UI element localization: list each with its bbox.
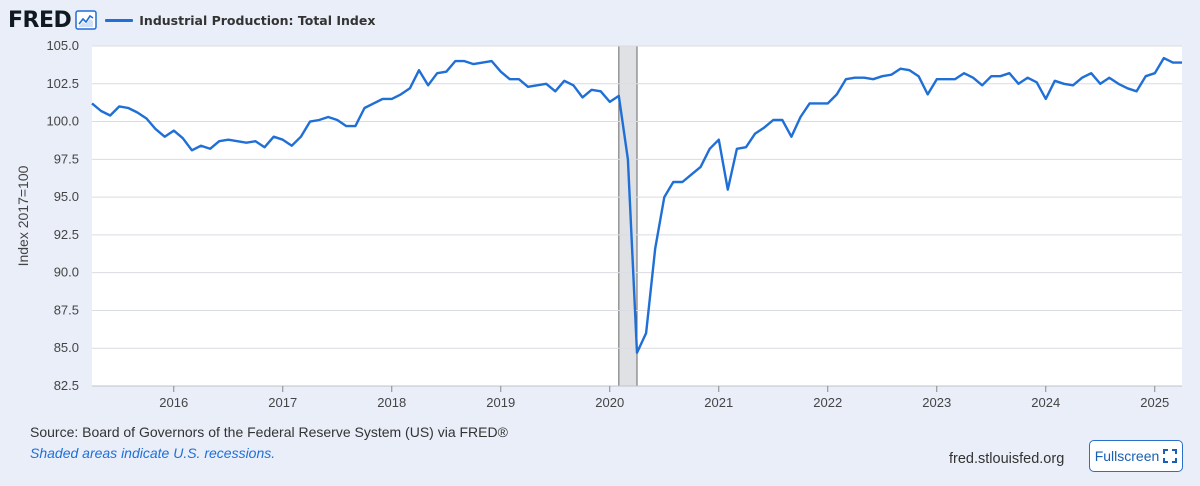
- x-tick-label: 2022: [813, 395, 842, 410]
- series-layer: [91, 56, 1182, 354]
- gridlines: [92, 45, 1182, 387]
- legend-label: Industrial Production: Total Index: [139, 12, 376, 28]
- x-tick-label: 2024: [1031, 395, 1060, 410]
- legend-swatch: [105, 18, 134, 22]
- x-tick-label: 2019: [486, 395, 515, 410]
- x-tick-label: 2025: [1140, 395, 1169, 410]
- x-tick-label: 2021: [704, 395, 733, 410]
- y-tick-label: 90.0: [54, 265, 79, 280]
- site-url[interactable]: fred.stlouisfed.org: [949, 451, 1065, 467]
- y-tick-label: 87.5: [54, 302, 79, 317]
- y-tick-label: 92.5: [54, 227, 79, 242]
- line-chart-icon: [75, 10, 98, 30]
- header: FRED Industrial Production: Total Index: [8, 6, 375, 34]
- fred-logo[interactable]: FRED: [8, 7, 72, 33]
- x-tick-label: 2018: [377, 395, 406, 410]
- source-text: Source: Board of Governors of the Federa…: [30, 424, 508, 440]
- y-tick-label: 105.0: [46, 38, 79, 53]
- y-tick-label: 97.5: [54, 151, 79, 166]
- fullscreen-button[interactable]: Fullscreen: [1089, 440, 1183, 472]
- legend: Industrial Production: Total Index: [105, 13, 375, 28]
- y-axis-label: Index 2017=100: [15, 165, 31, 266]
- y-tick-label: 100.0: [46, 114, 79, 129]
- x-tick-label: 2020: [595, 395, 624, 410]
- recession-note: Shaded areas indicate U.S. recessions.: [30, 445, 276, 461]
- fullscreen-label: Fullscreen: [1094, 448, 1160, 464]
- recession-band: [618, 46, 637, 386]
- recession-shading: [618, 46, 638, 386]
- x-tick-label: 2017: [268, 395, 297, 410]
- y-tick-label: 82.5: [54, 378, 79, 393]
- x-tick-label: 2023: [922, 395, 951, 410]
- y-tick-label: 95.0: [54, 189, 79, 204]
- y-tick-label: 102.5: [46, 76, 79, 91]
- y-axis-ticks: 82.5 85.0 87.5 90.0 92.5 95.0 97.5 100.0 102.5 10…: [46, 38, 79, 393]
- x-tick-label: 2016: [159, 395, 188, 410]
- y-tick-label: 85.0: [54, 340, 79, 355]
- x-axis-ticks: 2016 2017 2018 2019 2020 2021 2022 2023 2024 2025: [159, 386, 1169, 410]
- series-line: [91, 56, 1182, 354]
- expand-icon: [1163, 449, 1178, 463]
